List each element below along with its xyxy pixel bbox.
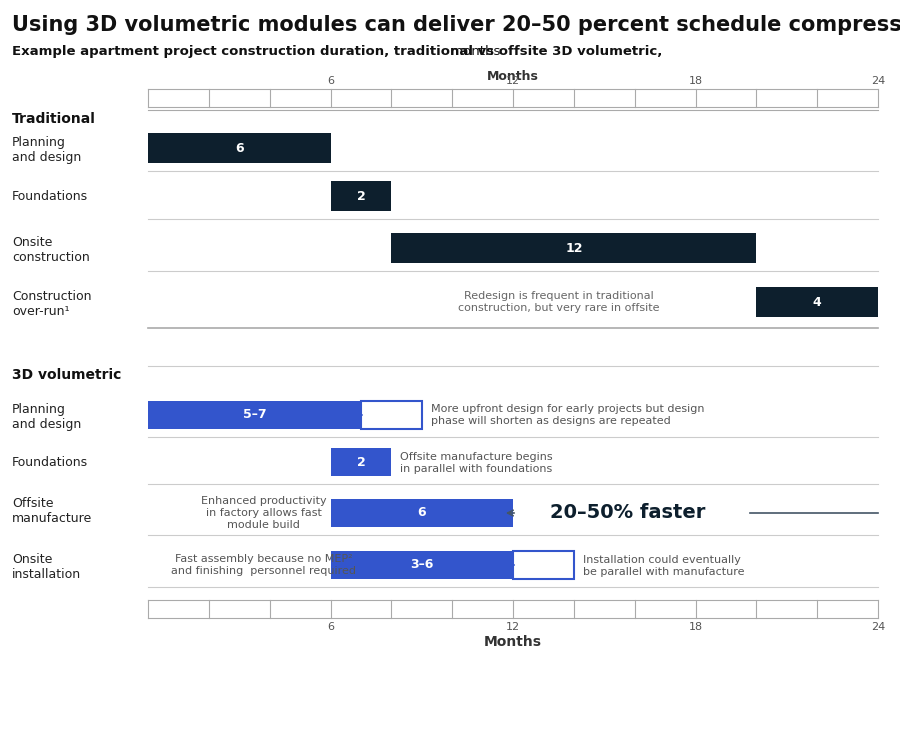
Text: Foundations: Foundations	[12, 189, 88, 203]
Text: 6: 6	[327, 622, 334, 632]
Bar	[513, 551, 574, 579]
Text: Planning
and design: Planning and design	[12, 403, 81, 431]
Bar	[756, 287, 878, 317]
Text: 5–7: 5–7	[243, 409, 266, 421]
Text: 12: 12	[506, 622, 520, 632]
Text: Offsite
manufacture: Offsite manufacture	[12, 497, 92, 525]
Text: Fast assembly because no MEP²
and finishing  personnel required: Fast assembly because no MEP² and finish…	[171, 554, 356, 576]
Bar	[148, 401, 361, 429]
Text: months: months	[446, 45, 500, 58]
Text: Example apartment project construction duration, traditional vs offsite 3D volum: Example apartment project construction d…	[12, 45, 662, 58]
Text: Traditional: Traditional	[12, 112, 96, 126]
Bar	[330, 448, 392, 476]
Text: Onsite
construction: Onsite construction	[12, 236, 90, 264]
Text: Construction
over-run¹: Construction over-run¹	[12, 290, 92, 318]
Text: Onsite
installation: Onsite installation	[12, 553, 81, 581]
Text: 24: 24	[871, 76, 885, 86]
Bar	[330, 499, 513, 527]
Text: 24: 24	[871, 622, 885, 632]
Text: 18: 18	[688, 622, 703, 632]
Bar	[392, 233, 756, 263]
Text: More upfront design for early projects but design
phase will shorten as designs : More upfront design for early projects b…	[431, 404, 705, 426]
Text: 12: 12	[565, 242, 582, 255]
Text: 12: 12	[506, 76, 520, 86]
Text: Installation could eventually
be parallel with manufacture: Installation could eventually be paralle…	[583, 555, 744, 577]
Bar	[330, 551, 513, 579]
Bar	[361, 401, 422, 429]
Text: Redesign is frequent in traditional
construction, but very rare in offsite: Redesign is frequent in traditional cons…	[458, 291, 660, 313]
Text: 2: 2	[356, 456, 365, 469]
Text: Offsite manufacture begins
in parallel with foundations: Offsite manufacture begins in parallel w…	[400, 452, 554, 474]
Text: 3–6: 3–6	[410, 559, 434, 572]
Text: 6: 6	[235, 141, 244, 155]
Text: Using 3D volumetric modules can deliver 20–50 percent schedule compression.: Using 3D volumetric modules can deliver …	[12, 15, 900, 35]
Text: 18: 18	[688, 76, 703, 86]
Text: Months: Months	[484, 635, 542, 649]
Text: Months: Months	[487, 70, 539, 83]
Text: 3D volumetric: 3D volumetric	[12, 368, 122, 382]
Text: 6: 6	[327, 76, 334, 86]
Text: 2: 2	[356, 189, 365, 203]
Text: 20–50% faster: 20–50% faster	[550, 503, 705, 523]
Bar	[148, 133, 330, 163]
Bar	[330, 181, 392, 211]
Text: 6: 6	[418, 506, 426, 520]
Text: Enhanced productivity
in factory allows fast
module build: Enhanced productivity in factory allows …	[201, 496, 327, 529]
Text: Planning
and design: Planning and design	[12, 136, 81, 164]
Text: 4: 4	[813, 295, 822, 309]
Text: Foundations: Foundations	[12, 456, 88, 469]
